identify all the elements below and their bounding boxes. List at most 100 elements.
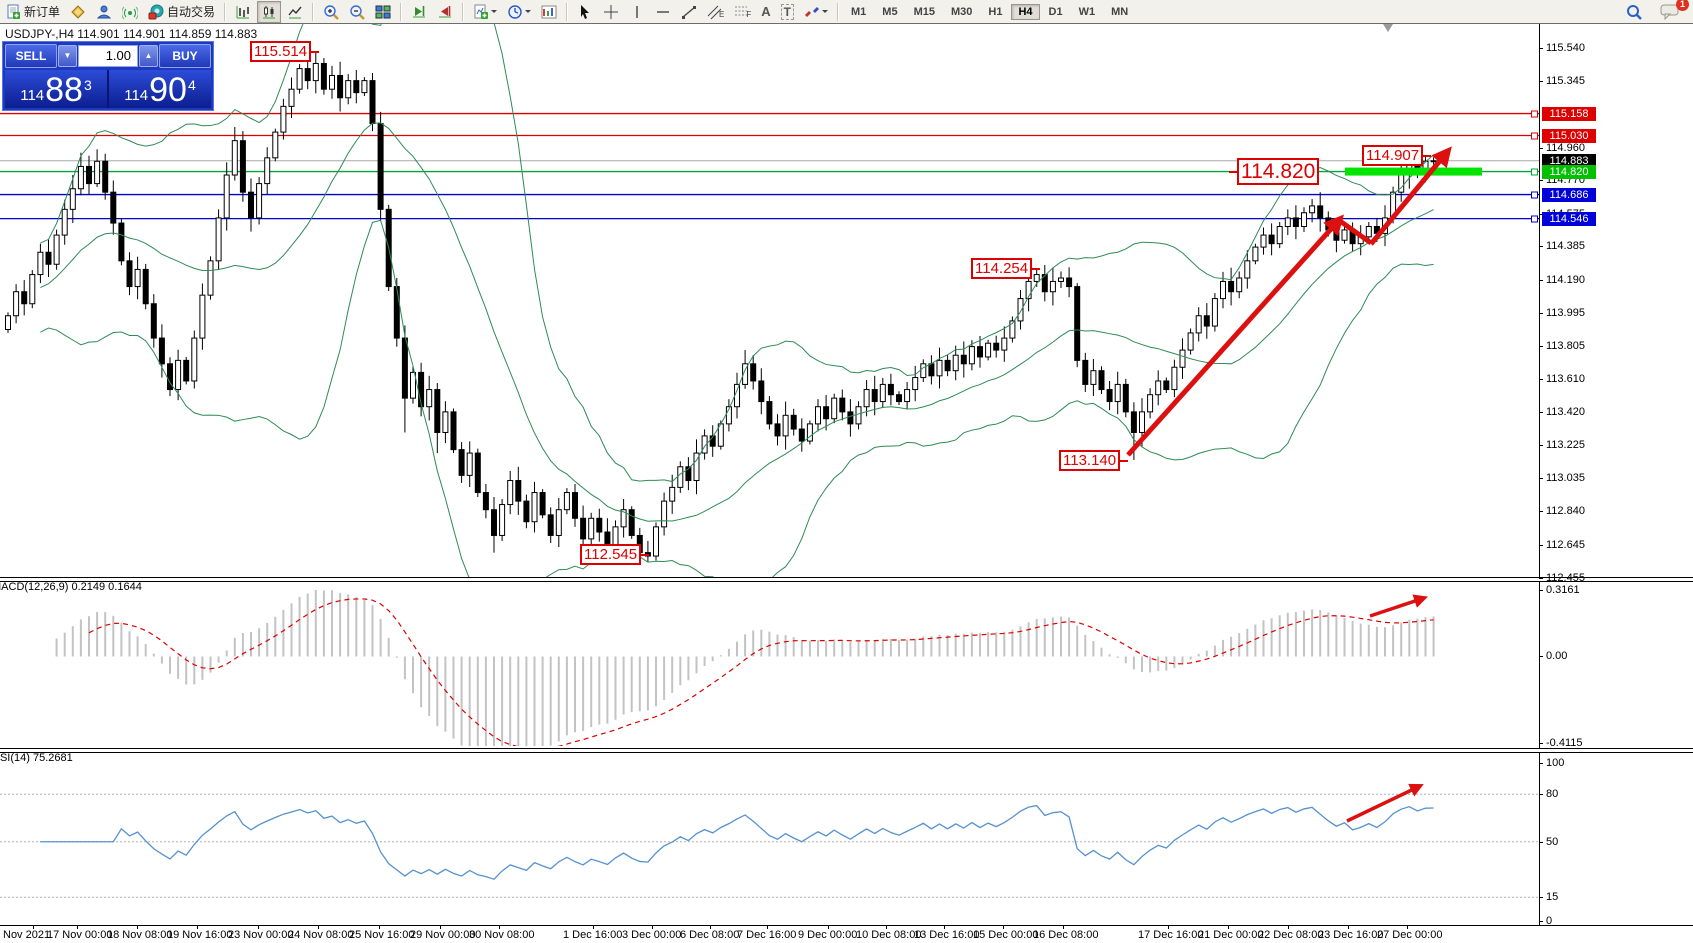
timeframe-button-h4[interactable]: H4 [1011,3,1040,20]
channel-tool-button[interactable]: E [703,1,728,23]
vertical-line-tool-button[interactable] [625,1,649,23]
volume-down-button[interactable]: ▼ [58,45,77,67]
notifications-button[interactable]: 1 [1656,0,1689,23]
candlestick-chart-button[interactable] [257,0,282,23]
price-annotation-label[interactable]: 114.907 [1362,145,1432,166]
periods-button[interactable] [503,1,535,23]
text-label-tool-button[interactable]: T [777,1,798,23]
time-axis-label[interactable]: 23 Dec 16:00 [1318,929,1384,941]
timeframe-button-m15[interactable]: M15 [913,5,935,18]
new-order-button[interactable]: 新订单 [1,1,64,23]
sell-button[interactable]: SELL [5,44,57,68]
timeframe-button-m1[interactable]: M1 [851,5,867,18]
timeframe-button-m30[interactable]: M30 [950,5,973,18]
price-axis-label[interactable]: 112.455 [1546,571,1585,584]
price-axis-label[interactable]: 113.420 [1546,405,1585,418]
buy-price[interactable]: 114 90 4 [109,70,211,108]
time-axis-label[interactable]: 7 Dec 16:00 [737,929,797,941]
time-axis-label[interactable]: 9 Dec 00:00 [798,929,858,941]
time-axis-label[interactable]: 17 Nov 00:00 [47,929,113,941]
marketwatch-button[interactable] [66,1,90,23]
autotrading-button[interactable]: 自动交易 [144,1,219,23]
price-axis-label[interactable]: 113.805 [1546,339,1585,352]
price-axis-label[interactable]: 112.645 [1546,538,1585,551]
rsi-panel-divider[interactable] [0,748,1693,753]
zoom-in-button[interactable] [319,1,343,23]
volume-input[interactable]: 1.00 [78,45,138,67]
horizontal-line-tool-button[interactable] [651,1,675,23]
macd-panel-divider[interactable] [0,577,1693,582]
chart-shift-button[interactable] [433,1,457,23]
trend-arrow[interactable] [1338,218,1373,246]
price-annotation-label[interactable]: 114.820 [1229,158,1320,185]
text-tool-button[interactable]: A [757,1,774,23]
price-axis-label[interactable]: 113.995 [1546,307,1585,320]
price-axis-label[interactable]: 113.610 [1546,373,1585,386]
timeframe-button-mn[interactable]: MN [1111,5,1129,18]
sell-price[interactable]: 114 88 3 [5,70,107,108]
signal-button[interactable] [118,1,142,23]
time-axis-label[interactable]: 10 Dec 08:00 [856,929,922,941]
price-annotation-label[interactable]: 113.140 [1059,450,1129,471]
zoom-out-button[interactable] [345,1,369,23]
timeframe-button-d1[interactable]: D1 [1048,5,1063,18]
navigator-button[interactable] [92,1,116,23]
bar-chart-button[interactable] [231,1,255,23]
fibonacci-tool-button[interactable]: F [730,1,755,23]
price-axis-label[interactable]: 115.540 [1546,42,1585,54]
candle-body [936,359,943,377]
tile-windows-button[interactable] [371,1,395,23]
trend-arrow[interactable] [1346,783,1424,823]
volume-up-button[interactable]: ▲ [139,45,158,67]
search-button[interactable] [1621,1,1647,23]
price-annotation-label[interactable]: 114.254 [971,258,1041,279]
time-axis-label[interactable]: 13 Dec 16:00 [914,929,980,941]
price-axis-label[interactable]: 114.385 [1546,240,1585,253]
time-axis-label[interactable]: 21 Dec 00:00 [1198,929,1264,941]
time-axis-label[interactable]: 6 Dec 08:00 [680,929,740,941]
new-order-icon [5,4,21,20]
price-axis-label[interactable]: 112.840 [1546,505,1585,518]
buy-button[interactable]: BUY [159,44,211,68]
price-axis-label[interactable]: 113.035 [1546,471,1585,484]
time-axis-label[interactable]: 25 Nov 16:00 [349,929,415,941]
crosshair-tool-button[interactable] [599,1,623,23]
time-axis-label[interactable]: 15 Dec 00:00 [973,929,1039,941]
line-chart-button[interactable] [283,1,307,23]
time-axis-label[interactable]: 17 Dec 16:00 [1138,929,1204,941]
trendline-tool-button[interactable] [677,1,701,23]
templates-button[interactable] [537,1,561,23]
timeframe-button-m5[interactable]: M5 [882,5,898,18]
price-axis-label[interactable]: 114.190 [1546,273,1585,286]
trend-arrow[interactable] [1369,146,1452,246]
highlighted-level-segment[interactable] [1345,167,1482,176]
price-axis-label[interactable]: 114.960 [1546,141,1585,154]
time-axis-label[interactable]: 22 Dec 08:00 [1258,929,1324,941]
time-axis-label[interactable]: Nov 2021 [3,929,51,941]
time-axis-label[interactable]: 19 Nov 16:00 [167,929,233,941]
text-tool-glyph: A [761,4,771,19]
time-axis-label[interactable]: 30 Nov 08:00 [469,929,535,941]
auto-scroll-button[interactable] [407,1,431,23]
trend-arrow[interactable] [1126,214,1345,457]
time-axis-label[interactable]: 1 Dec 16:00 [563,929,623,941]
time-axis-label[interactable]: 23 Nov 00:00 [228,929,294,941]
price-annotation-label[interactable]: 115.514 [250,41,320,62]
price-annotation-label[interactable]: 112.545 [580,544,650,565]
indicators-button[interactable] [469,1,501,23]
price-axis-label[interactable]: 115.345 [1546,75,1585,88]
trend-arrow[interactable] [1369,594,1428,618]
time-axis-label[interactable]: 16 Dec 08:00 [1033,929,1099,941]
timeframe-button-h1[interactable]: H1 [988,5,1003,18]
time-axis-label[interactable]: 24 Nov 08:00 [288,929,354,941]
time-axis-label[interactable]: 27 Dec 00:00 [1377,929,1443,941]
time-axis-label[interactable]: 3 Dec 00:00 [622,929,682,941]
time-axis-label[interactable]: 18 Nov 08:00 [107,929,173,941]
arrows-tool-button[interactable] [800,1,832,23]
time-axis-label[interactable]: 29 Nov 00:00 [410,929,476,941]
cursor-tool-button[interactable] [573,1,597,23]
chart-shift-marker[interactable] [1383,24,1393,32]
price-axis-label[interactable]: 113.225 [1546,439,1585,452]
timeframe-button-w1[interactable]: W1 [1078,5,1096,18]
